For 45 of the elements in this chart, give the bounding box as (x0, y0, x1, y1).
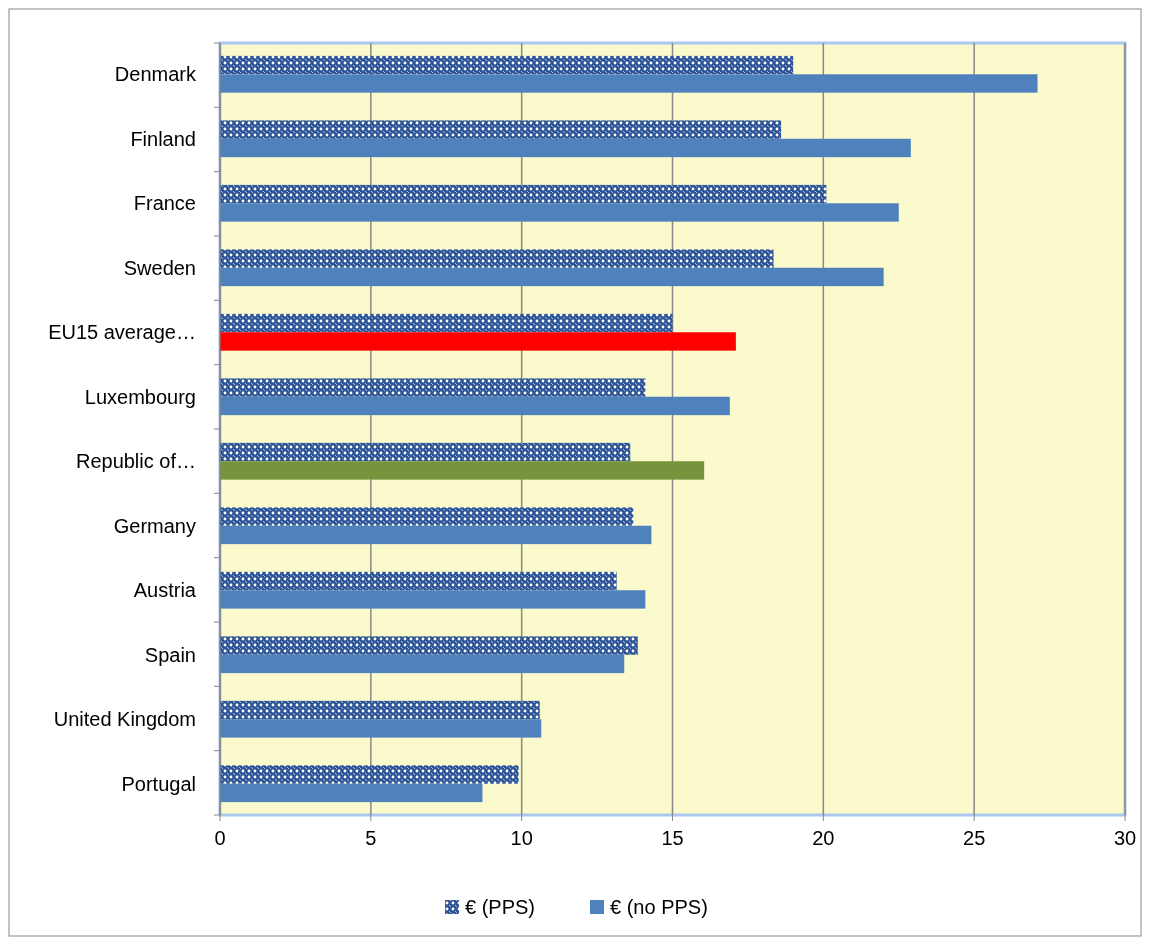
x-tick-label: 5 (365, 827, 377, 849)
bar (220, 442, 631, 462)
y-tick-label: United Kingdom (53, 708, 196, 731)
y-tick-label: Finland (130, 127, 196, 150)
x-tick-label: 15 (661, 827, 684, 849)
bar (220, 783, 483, 803)
y-tick-label: Sweden (123, 256, 196, 279)
bar (220, 396, 730, 416)
bar (220, 120, 782, 139)
bar (220, 700, 540, 720)
bar (220, 249, 774, 268)
y-tick-label: Republic of… (75, 450, 196, 473)
bar (220, 636, 638, 655)
x-tick-label: 25 (963, 827, 986, 849)
bar (220, 525, 652, 545)
bar (220, 55, 794, 75)
x-tick-label: 20 (812, 827, 835, 849)
y-tick-label: Luxembourg (84, 385, 196, 408)
bar (220, 267, 884, 287)
y-tick-label: Germany (113, 514, 196, 537)
y-tick-label: Spain (144, 643, 196, 666)
bar (220, 378, 646, 397)
y-tick-label: Portugal (121, 772, 196, 795)
bar (220, 654, 625, 674)
legend-label: € (no PPS) (610, 896, 708, 918)
bar (220, 571, 617, 591)
bar (220, 313, 673, 333)
x-tick-label: 10 (510, 827, 533, 849)
x-tick-label: 0 (214, 827, 226, 849)
bar (220, 74, 1038, 93)
bar (220, 719, 542, 738)
x-tick-label: 30 (1113, 827, 1137, 849)
bar (220, 332, 736, 351)
y-tick-label: EU15 average… (48, 321, 196, 344)
legend-label: € (PPS) (465, 896, 536, 918)
bar (220, 590, 646, 609)
bar (220, 203, 899, 222)
y-tick-label: Austria (133, 579, 197, 602)
bar (220, 138, 911, 158)
bar (220, 461, 705, 480)
bar (220, 765, 519, 784)
bar (220, 507, 634, 526)
y-tick-label: France (133, 192, 196, 215)
bar (220, 184, 827, 204)
y-tick-label: Denmark (114, 63, 197, 86)
